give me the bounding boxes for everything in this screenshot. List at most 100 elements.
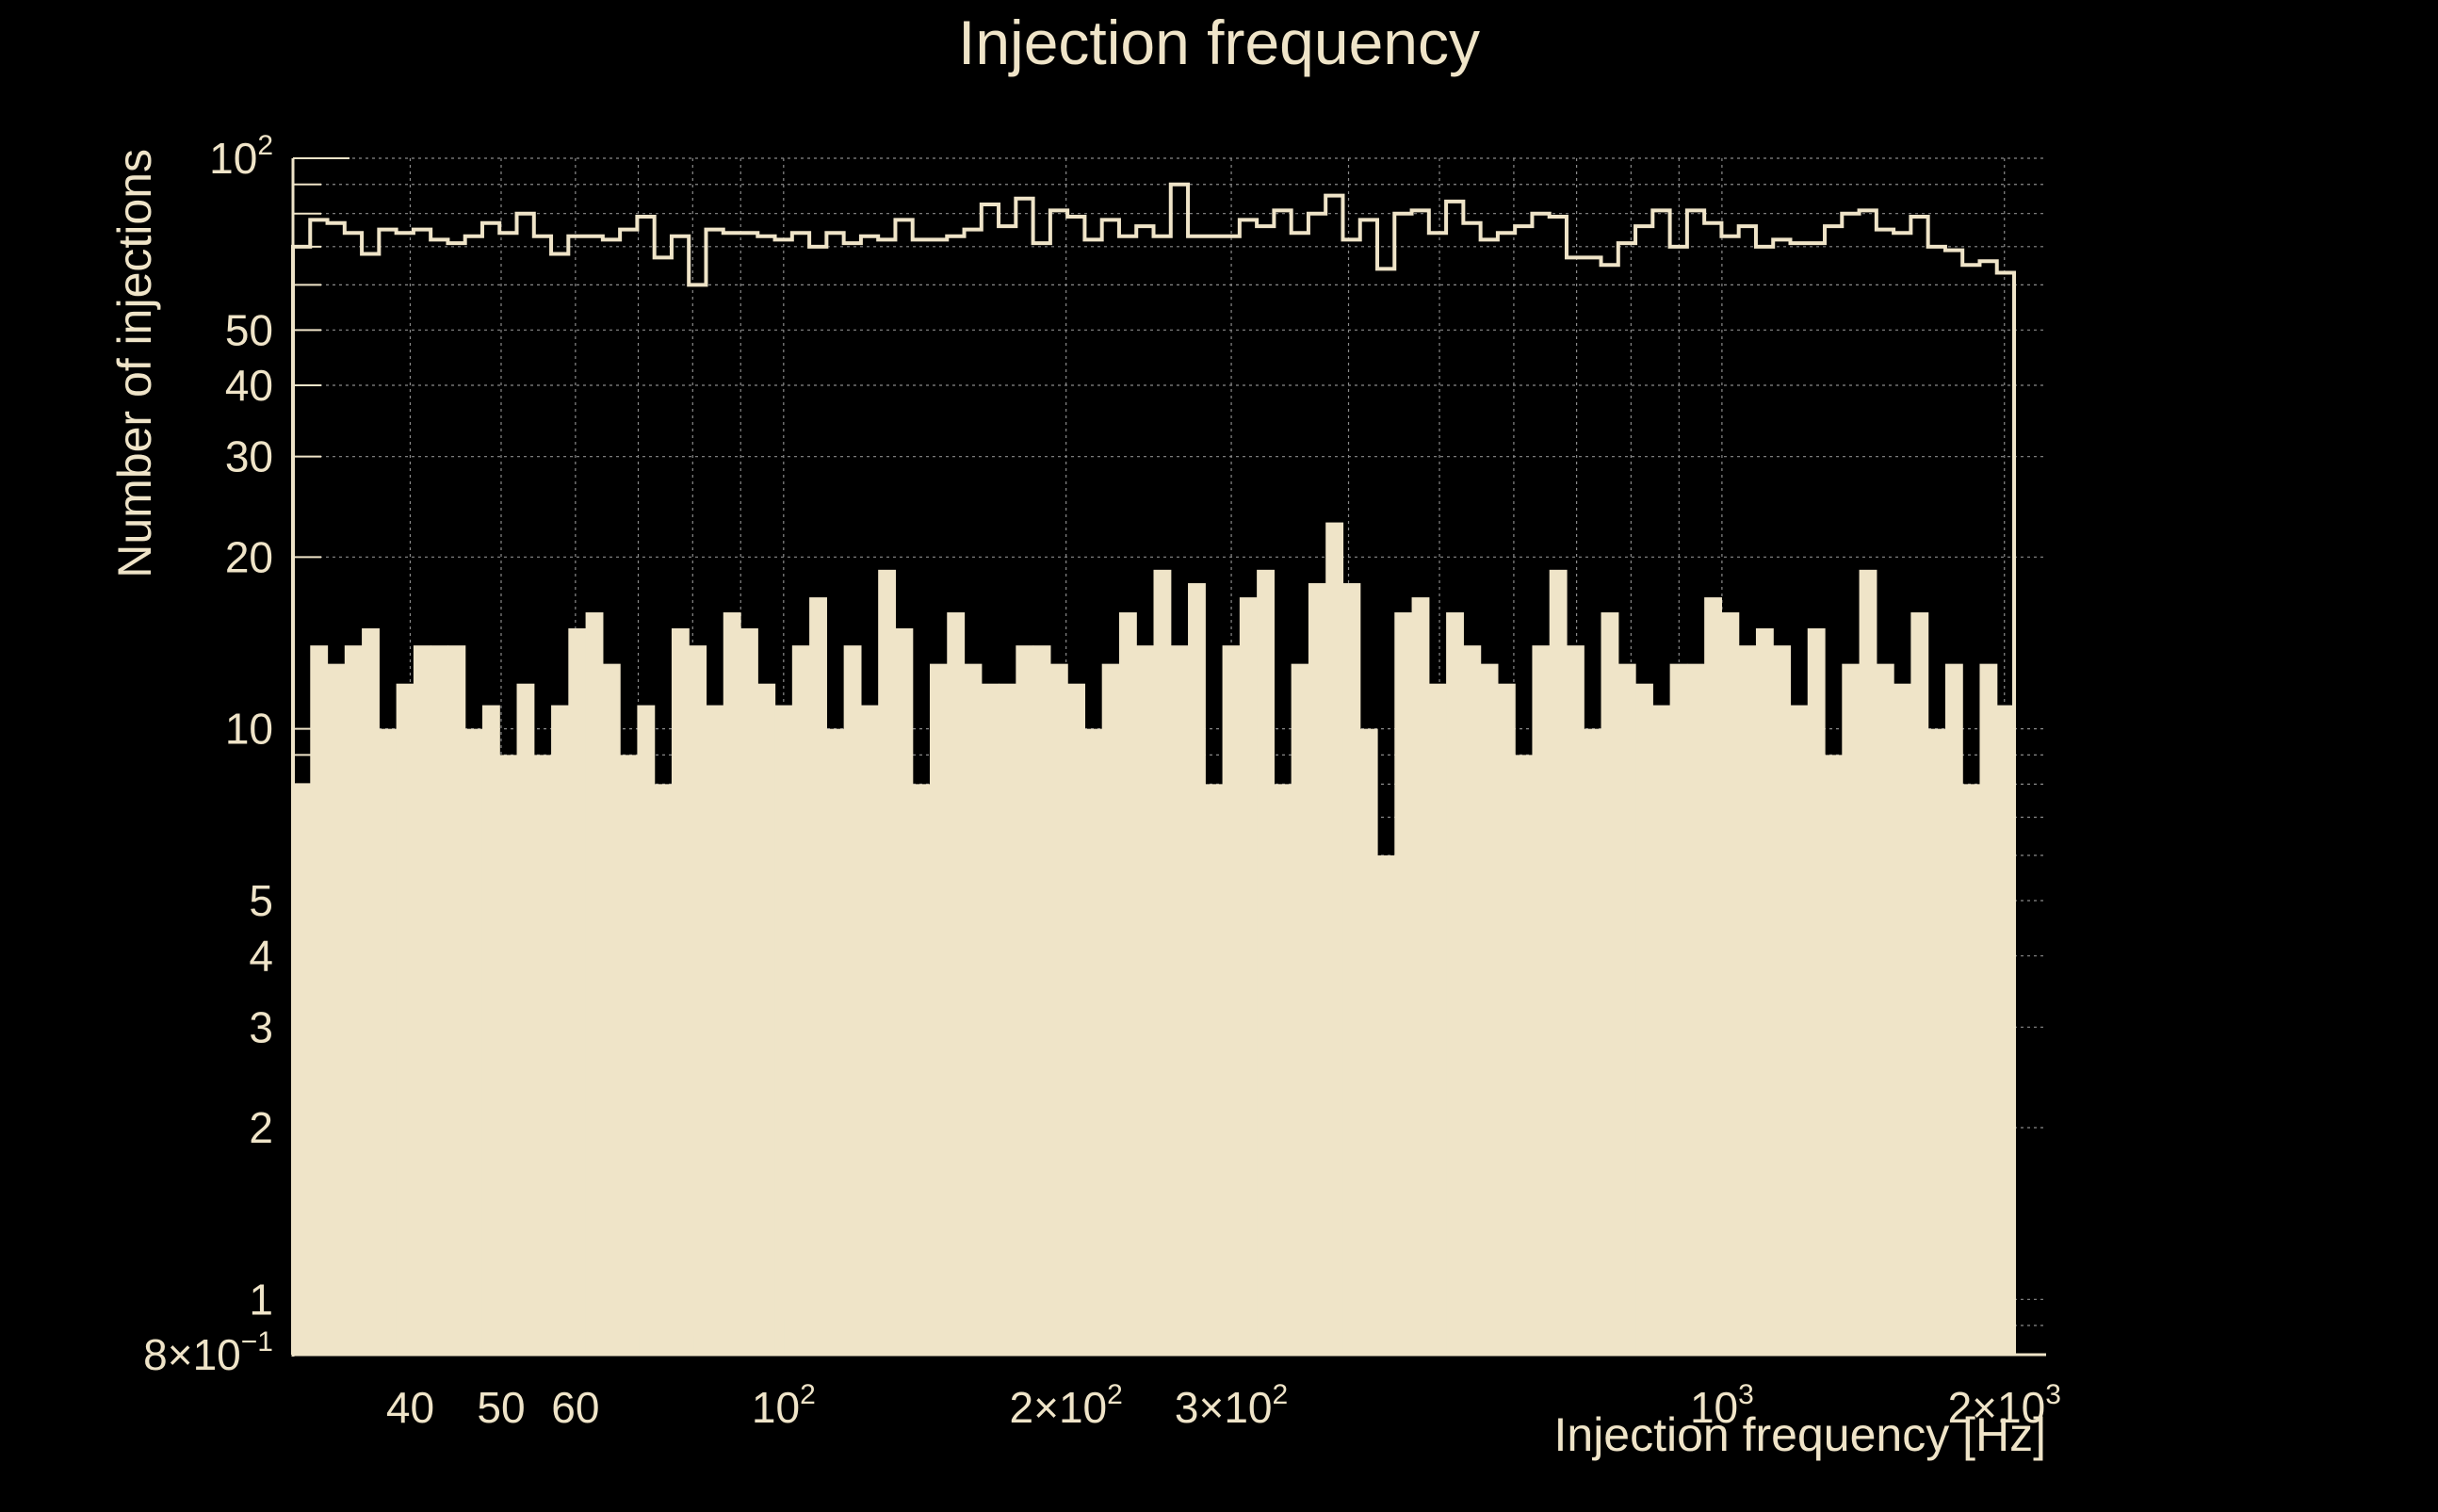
- histogram-bar: [947, 612, 966, 1355]
- y-tick-label: 40: [225, 361, 273, 410]
- histogram-bar: [1549, 569, 1568, 1355]
- histogram-bar: [1566, 645, 1585, 1355]
- x-tick-label: 103: [1690, 1379, 1754, 1432]
- histogram-bar: [1428, 683, 1447, 1355]
- histogram-bar: [1635, 683, 1653, 1355]
- histogram-bar: [1446, 612, 1464, 1355]
- histogram-bar: [1359, 728, 1378, 1355]
- histogram-bar: [293, 784, 311, 1355]
- chart-title: Injection frequency: [958, 8, 1480, 77]
- histogram-bar: [1584, 728, 1602, 1355]
- x-tick-label: 50: [477, 1383, 525, 1432]
- histogram-bar: [1825, 755, 1843, 1355]
- histogram-bar: [533, 755, 552, 1355]
- histogram-bar: [1738, 645, 1757, 1355]
- histogram-bar: [379, 728, 398, 1355]
- histogram-bar: [1497, 683, 1516, 1355]
- histogram-bar: [568, 628, 587, 1355]
- histogram-bar: [981, 683, 1000, 1355]
- y-tick-label: 102: [209, 130, 273, 183]
- histogram-bar: [1652, 705, 1671, 1355]
- y-tick-label: 8×10−1: [143, 1326, 273, 1379]
- step-line-layer: [291, 182, 2016, 1355]
- histogram-bar: [1153, 569, 1172, 1355]
- histogram-bar: [1721, 612, 1740, 1355]
- histogram-bar: [1807, 628, 1826, 1355]
- histogram-bar: [1032, 645, 1051, 1355]
- histogram-bar: [809, 597, 827, 1355]
- y-tick-label: 50: [225, 305, 273, 354]
- histogram-bar: [602, 663, 621, 1355]
- histogram-bar: [654, 784, 673, 1355]
- histogram-bar: [1101, 663, 1120, 1355]
- histogram-bar: [1084, 728, 1103, 1355]
- histogram-bar: [671, 628, 690, 1355]
- step-line-series: [291, 182, 2016, 1355]
- histogram-bar: [1979, 663, 1998, 1355]
- histogram-bar: [774, 705, 793, 1355]
- histogram-bar: [878, 569, 897, 1355]
- histogram-bar: [1755, 628, 1774, 1355]
- histogram-bar: [1480, 663, 1499, 1355]
- histogram-bar: [499, 755, 518, 1355]
- histogram-bar: [1910, 612, 1929, 1355]
- histogram-bar: [1291, 663, 1309, 1355]
- x-tick-label: 3×102: [1175, 1379, 1288, 1432]
- histogram-bar: [1188, 583, 1206, 1355]
- y-tick-label: 5: [249, 876, 273, 925]
- histogram-bar: [1136, 645, 1155, 1355]
- histogram-bar: [310, 645, 329, 1355]
- histogram-bar: [1239, 597, 1258, 1355]
- histogram-bar: [1325, 522, 1344, 1355]
- histogram-bar: [637, 705, 656, 1355]
- y-tick-label: 1: [249, 1275, 273, 1324]
- histogram-bar: [1274, 784, 1292, 1355]
- histogram-bar: [1944, 663, 1963, 1355]
- histogram-bar: [1257, 569, 1275, 1355]
- histogram-bar: [1601, 612, 1619, 1355]
- histogram-bar: [413, 645, 431, 1355]
- y-tick-label: 3: [249, 1002, 273, 1051]
- histogram-bar: [1927, 728, 1946, 1355]
- histogram-bar: [551, 705, 569, 1355]
- histogram-bar: [447, 645, 466, 1355]
- histogram-bar: [860, 705, 879, 1355]
- histogram-bar: [1996, 705, 2015, 1355]
- x-tick-label: 2×102: [1010, 1379, 1123, 1432]
- histogram-bar: [516, 683, 535, 1355]
- histogram-bar: [1962, 784, 1981, 1355]
- histogram-bar: [1205, 784, 1224, 1355]
- histogram-bar: [1617, 663, 1636, 1355]
- histogram-bar: [1842, 663, 1861, 1355]
- histogram-bar: [620, 755, 638, 1355]
- histogram-bar: [1463, 645, 1482, 1355]
- histogram-bar: [431, 645, 449, 1355]
- histogram-bar: [1308, 583, 1326, 1355]
- x-axis-label: Injection frequency [Hz]: [1554, 1408, 2047, 1461]
- histogram-bar: [1773, 645, 1792, 1355]
- histogram-bar: [723, 612, 741, 1355]
- histogram-bar: [791, 645, 810, 1355]
- histogram-bar: [1859, 569, 1877, 1355]
- histogram-bar: [1669, 663, 1688, 1355]
- histogram-bar: [740, 628, 758, 1355]
- histogram-bar: [1049, 663, 1068, 1355]
- histogram-bar: [843, 645, 862, 1355]
- y-tick-label: 30: [225, 432, 273, 481]
- histogram-bar: [1170, 645, 1189, 1355]
- histogram-bar: [912, 784, 931, 1355]
- histogram-bar: [1342, 583, 1361, 1355]
- histogram-bar: [396, 683, 414, 1355]
- tick-labels-layer: 8×10−11 2 3 4 5 10 20 30 40 50 102 40 50 60 102 2×102 3×…: [143, 130, 2061, 1432]
- y-axis-label: Number of injections: [108, 149, 161, 578]
- histogram-bar: [1222, 645, 1241, 1355]
- histogram-bar: [689, 645, 707, 1355]
- histogram-bar: [757, 683, 776, 1355]
- histogram-bar: [1790, 705, 1809, 1355]
- histogram-bar: [964, 663, 983, 1355]
- histogram-bar: [1377, 855, 1395, 1355]
- histogram-bar: [344, 645, 363, 1355]
- y-tick-label: 20: [225, 532, 273, 581]
- histogram-bar: [1411, 597, 1430, 1355]
